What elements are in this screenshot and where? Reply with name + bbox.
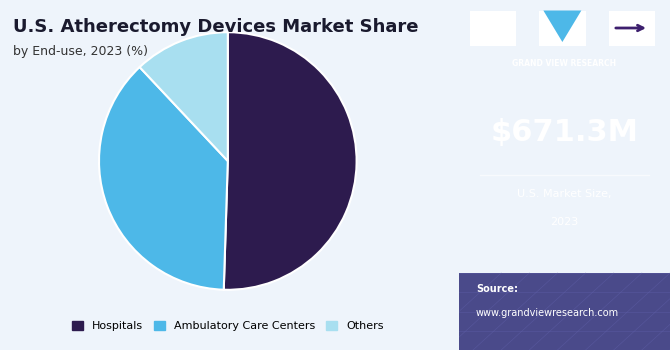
- Text: www.grandviewresearch.com: www.grandviewresearch.com: [476, 308, 619, 318]
- FancyBboxPatch shape: [470, 10, 516, 46]
- Legend: Hospitals, Ambulatory Care Centers, Others: Hospitals, Ambulatory Care Centers, Othe…: [67, 316, 389, 336]
- Text: by End-use, 2023 (%): by End-use, 2023 (%): [13, 46, 148, 58]
- Text: Source:: Source:: [476, 284, 518, 294]
- Wedge shape: [139, 32, 228, 161]
- Text: GRAND VIEW RESEARCH: GRAND VIEW RESEARCH: [513, 60, 616, 69]
- Polygon shape: [543, 10, 582, 42]
- FancyBboxPatch shape: [609, 10, 655, 46]
- Text: U.S. Market Size,: U.S. Market Size,: [517, 189, 612, 199]
- FancyBboxPatch shape: [459, 273, 670, 350]
- Wedge shape: [224, 32, 356, 290]
- Text: 2023: 2023: [550, 217, 579, 227]
- Wedge shape: [99, 67, 228, 290]
- Text: $671.3M: $671.3M: [490, 119, 639, 147]
- Text: U.S. Atherectomy Devices Market Share: U.S. Atherectomy Devices Market Share: [13, 18, 419, 35]
- FancyBboxPatch shape: [539, 10, 586, 46]
